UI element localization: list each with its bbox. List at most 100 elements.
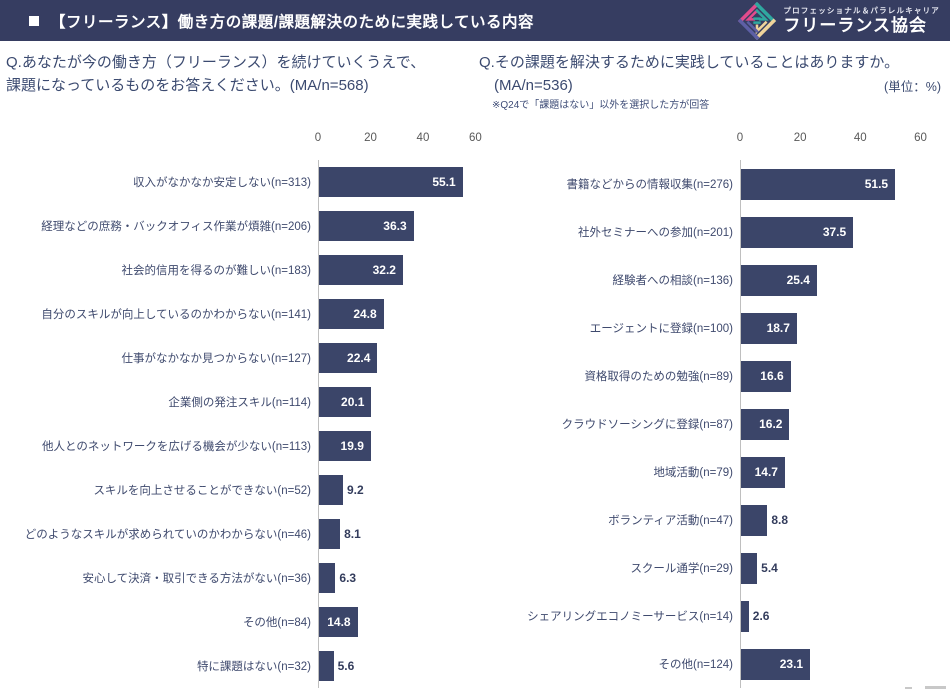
- bar-track: 25.4: [740, 256, 928, 304]
- value-label: 19.9: [340, 439, 364, 453]
- category-label: ボランティア活動(n=47): [608, 515, 733, 527]
- bar-row: その他(n=84) 14.8: [8, 600, 482, 644]
- bar-row: 収入がなかなか安定しない(n=313) 55.1: [8, 160, 482, 204]
- value-label: 8.1: [344, 527, 361, 541]
- bar: [319, 475, 343, 505]
- bar: 14.7: [741, 456, 785, 488]
- bar: [319, 519, 341, 549]
- category-label: 経験者への相談(n=136): [612, 275, 733, 287]
- bar: [741, 504, 768, 536]
- page-title: 【フリーランス】働き方の課題/課題解決のために実践している内容: [50, 13, 535, 31]
- bar-rows: 収入がなかなか安定しない(n=313) 55.1 経理などの庶務・バックオフィス作業…: [8, 160, 482, 688]
- bar-track: 18.7: [740, 304, 928, 352]
- bar: 19.9: [319, 431, 371, 461]
- bar-track: 24.8: [318, 292, 482, 336]
- logo-name: フリーランス協会: [783, 16, 928, 36]
- bar-rows: 書籍などからの情報収集(n=276) 51.5 社外セミナーへの参加(n=201) 3…: [478, 160, 928, 688]
- axis-tick-label: 0: [314, 132, 322, 144]
- category-label: シェアリングエコノミーサービス(n=14): [527, 611, 733, 623]
- bar-row: 経理などの庶務・バックオフィス作業が煩雑(n=206) 36.3: [8, 204, 482, 248]
- bar: 23.1: [741, 648, 811, 680]
- axis-tick-label: 60: [914, 132, 927, 144]
- category-label: 自分のスキルが向上しているのかわからない(n=141): [41, 309, 311, 321]
- bar-row: 安心して決済・取引できる方法がない(n=36) 6.3: [8, 556, 482, 600]
- bar-track: 19.9: [318, 424, 482, 468]
- value-label: 16.2: [759, 417, 783, 431]
- value-label: 16.6: [760, 369, 784, 383]
- bar: 55.1: [319, 167, 463, 197]
- bar-row: スキルを向上させることができない(n=52) 9.2: [8, 468, 482, 512]
- bar-track: 22.4: [318, 336, 482, 380]
- category-label: その他(n=124): [658, 659, 733, 671]
- value-label: 55.1: [432, 175, 456, 189]
- category-label: スクール通学(n=29): [630, 563, 733, 575]
- bar-track: 5.4: [740, 544, 928, 592]
- bar-row: 自分のスキルが向上しているのかわからない(n=141) 24.8: [8, 292, 482, 336]
- bar-row: 企業側の発注スキル(n=114) 20.1: [8, 380, 482, 424]
- category-label: 特に課題はない(n=32): [196, 661, 311, 673]
- bar-track: 2.6: [740, 592, 928, 640]
- bar-track: 14.8: [318, 600, 482, 644]
- bar-row: エージェントに登録(n=100) 18.7: [478, 304, 928, 352]
- category-label: 収入がなかなか安定しない(n=313): [133, 177, 311, 189]
- axis-tick-label: 0: [736, 132, 744, 144]
- bar-row: 地域活動(n=79) 14.7: [478, 448, 928, 496]
- bar-track: 16.2: [740, 400, 928, 448]
- value-label: 22.4: [347, 351, 371, 365]
- bar-track: 37.5: [740, 208, 928, 256]
- x-axis-ticks: 0 20 40 60: [314, 130, 482, 160]
- bar-row: クラウドソーシングに登録(n=87) 16.2: [478, 400, 928, 448]
- category-label: スキルを向上させることができない(n=52): [93, 485, 311, 497]
- category-label: 地域活動(n=79): [653, 467, 733, 479]
- unit-label: (単位：%): [884, 80, 941, 95]
- category-label: 経理などの庶務・バックオフィス作業が煩雑(n=206): [41, 221, 311, 233]
- value-label: 25.4: [786, 273, 810, 287]
- bar-row: シェアリングエコノミーサービス(n=14) 2.6: [478, 592, 928, 640]
- bar-track: 8.8: [740, 496, 928, 544]
- bar: 14.8: [319, 607, 358, 637]
- bar: 51.5: [741, 168, 896, 200]
- bar-track: 6.3: [318, 556, 482, 600]
- category-label: 仕事がなかなか見つからない(n=127): [121, 353, 311, 365]
- question-left-line1: Q.あなたが今の働き方（フリーランス）を続けていくうえで、: [6, 54, 426, 71]
- question-right-note: ※Q24で「課題はない」以外を選択した方が回答: [492, 100, 710, 111]
- bar-track: 32.2: [318, 248, 482, 292]
- bar: [741, 552, 758, 584]
- bar: 18.7: [741, 312, 797, 344]
- diamond-logo-icon: [738, 1, 777, 40]
- bar-row: 経験者への相談(n=136) 25.4: [478, 256, 928, 304]
- question-right-line2: (MA/n=536): [494, 76, 573, 94]
- category-label: 安心して決済・取引できる方法がない(n=36): [82, 573, 312, 585]
- page-number-fragment: [925, 686, 946, 689]
- bar-track: 36.3: [318, 204, 482, 248]
- bar: 16.6: [741, 360, 791, 392]
- bar-track: 20.1: [318, 380, 482, 424]
- value-label: 6.3: [339, 571, 357, 585]
- question-right-line1: Q.その課題を解決するために実践していることはありますか。: [479, 54, 900, 71]
- bar-row: 社会的信用を得るのが難しい(n=183) 32.2: [8, 248, 482, 292]
- x-axis-ticks: 0 20 40 60: [736, 130, 928, 160]
- bar: [319, 563, 336, 593]
- practices-bar-chart: 0 20 40 60 書籍などからの情報収集(n=276) 51.5 社外セミナーへの参加…: [478, 130, 928, 688]
- category-label: クラウドソーシングに登録(n=87): [561, 419, 733, 431]
- category-label: 他人とのネットワークを広げる機会が少ない(n=113): [42, 441, 311, 453]
- value-label: 18.7: [766, 321, 790, 335]
- value-label: 23.1: [779, 657, 804, 671]
- value-label: 9.2: [346, 483, 364, 497]
- axis-tick-label: 20: [793, 132, 807, 144]
- challenges-bar-chart: 0 20 40 60 収入がなかなか安定しない(n=313) 55.1 経理などの庶務・バ…: [8, 130, 482, 688]
- question-left: Q.あなたが今の働き方（フリーランス）を続けていくうえで、 課題になっているもの…: [6, 52, 474, 97]
- bar-track: 16.6: [740, 352, 928, 400]
- bar: 22.4: [319, 343, 378, 373]
- bar-row: 特に課題はない(n=32) 5.6: [8, 644, 482, 688]
- bar-row: 社外セミナーへの参加(n=201) 37.5: [478, 208, 928, 256]
- bar-row: どのようなスキルが求められていのかわからない(n=46) 8.1: [8, 512, 482, 556]
- value-label: 37.5: [822, 225, 847, 239]
- value-label: 8.8: [771, 513, 789, 527]
- category-label: 社外セミナーへの参加(n=201): [578, 227, 733, 239]
- value-label: 14.8: [327, 615, 351, 629]
- bar-track: 55.1: [318, 160, 482, 204]
- category-label: 企業側の発注スキル(n=114): [168, 397, 311, 409]
- value-label: 5.6: [337, 659, 355, 673]
- value-label: 14.7: [754, 465, 778, 479]
